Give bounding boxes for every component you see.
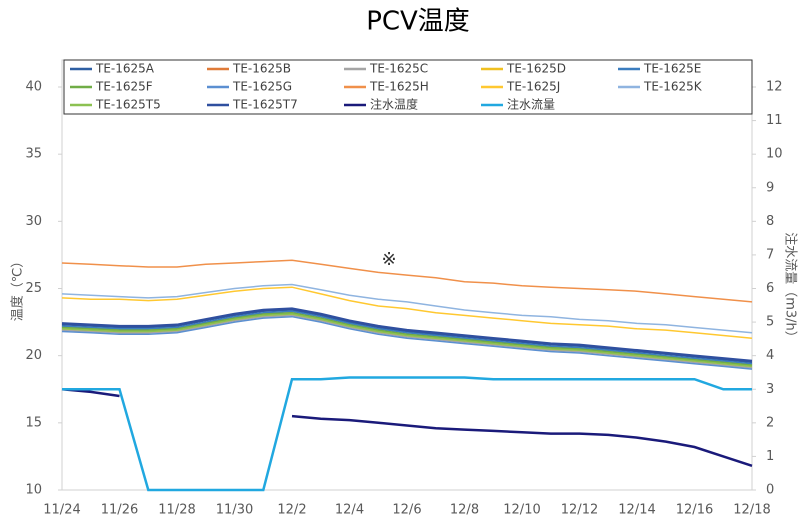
y2-tick-label: 1 bbox=[766, 449, 774, 464]
series-line bbox=[61, 313, 753, 368]
series-line bbox=[61, 314, 753, 369]
y2-tick-label: 5 bbox=[766, 315, 774, 330]
y2-tick-label: 0 bbox=[766, 483, 774, 498]
y2-tick-label: 10 bbox=[766, 147, 783, 162]
y2-tick-label: 9 bbox=[766, 180, 774, 195]
series-line bbox=[61, 259, 753, 303]
y-tick-label: 10 bbox=[25, 483, 42, 498]
legend-label: TE-1625A bbox=[95, 62, 155, 76]
legend-label: 注水温度 bbox=[370, 97, 418, 112]
x-tick-label: 12/12 bbox=[561, 503, 598, 518]
x-tick-label: 12/2 bbox=[277, 503, 306, 518]
y2-tick-label: 4 bbox=[766, 348, 774, 363]
x-tick-label: 12/6 bbox=[392, 503, 421, 518]
legend-label: TE-1625K bbox=[643, 80, 703, 94]
x-tick-label: 12/14 bbox=[618, 503, 655, 518]
legend-label: TE-1625G bbox=[232, 80, 292, 94]
legend-label: 注水流量 bbox=[507, 97, 555, 112]
legend-label: TE-1625C bbox=[369, 62, 428, 76]
legend-label: TE-1625D bbox=[506, 62, 566, 76]
y-tick-label: 35 bbox=[25, 147, 42, 162]
y2-tick-label: 8 bbox=[766, 214, 774, 229]
y2-tick-label: 7 bbox=[766, 247, 774, 262]
x-tick-label: 11/30 bbox=[216, 503, 253, 518]
series-line bbox=[61, 315, 753, 370]
annotation: ※ bbox=[381, 249, 396, 270]
legend-label: TE-1625F bbox=[95, 80, 153, 94]
legend-label: TE-1625E bbox=[643, 62, 701, 76]
series-line bbox=[61, 309, 753, 364]
y-tick-label: 25 bbox=[25, 281, 42, 296]
y2-axis-label: 注水流量（m3/h） bbox=[783, 232, 798, 344]
y-tick-label: 30 bbox=[25, 214, 42, 229]
x-tick-label: 12/8 bbox=[450, 503, 479, 518]
series-line bbox=[61, 283, 753, 334]
legend-label: TE-1625H bbox=[369, 80, 429, 94]
y2-tick-label: 12 bbox=[766, 80, 783, 95]
legend-label: TE-1625T5 bbox=[95, 98, 161, 112]
y-tick-label: 15 bbox=[25, 415, 42, 430]
y-tick-label: 20 bbox=[25, 348, 42, 363]
y2-tick-label: 11 bbox=[766, 113, 783, 128]
y2-tick-label: 6 bbox=[766, 281, 774, 296]
legend-label: TE-1625T7 bbox=[232, 98, 298, 112]
x-tick-label: 11/28 bbox=[158, 503, 195, 518]
legend-label: TE-1625J bbox=[506, 80, 560, 94]
x-tick-label: 11/26 bbox=[101, 503, 138, 518]
series-line bbox=[62, 376, 752, 492]
series-line bbox=[61, 286, 753, 339]
series-line bbox=[61, 310, 753, 365]
chart-title: PCV温度 bbox=[366, 7, 470, 37]
x-tick-label: 12/16 bbox=[676, 503, 713, 518]
x-tick-label: 12/10 bbox=[503, 503, 540, 518]
y-axis-label: 温度（℃） bbox=[10, 255, 26, 322]
y2-tick-label: 2 bbox=[766, 415, 774, 430]
series-line bbox=[61, 307, 753, 363]
y2-tick-label: 3 bbox=[766, 382, 774, 397]
legend-label: TE-1625B bbox=[232, 62, 291, 76]
y-tick-label: 40 bbox=[25, 80, 42, 95]
x-tick-label: 12/18 bbox=[733, 503, 770, 518]
series-line bbox=[61, 388, 753, 467]
x-tick-label: 12/4 bbox=[335, 503, 364, 518]
x-tick-label: 11/24 bbox=[43, 503, 80, 518]
series-line bbox=[61, 311, 753, 366]
